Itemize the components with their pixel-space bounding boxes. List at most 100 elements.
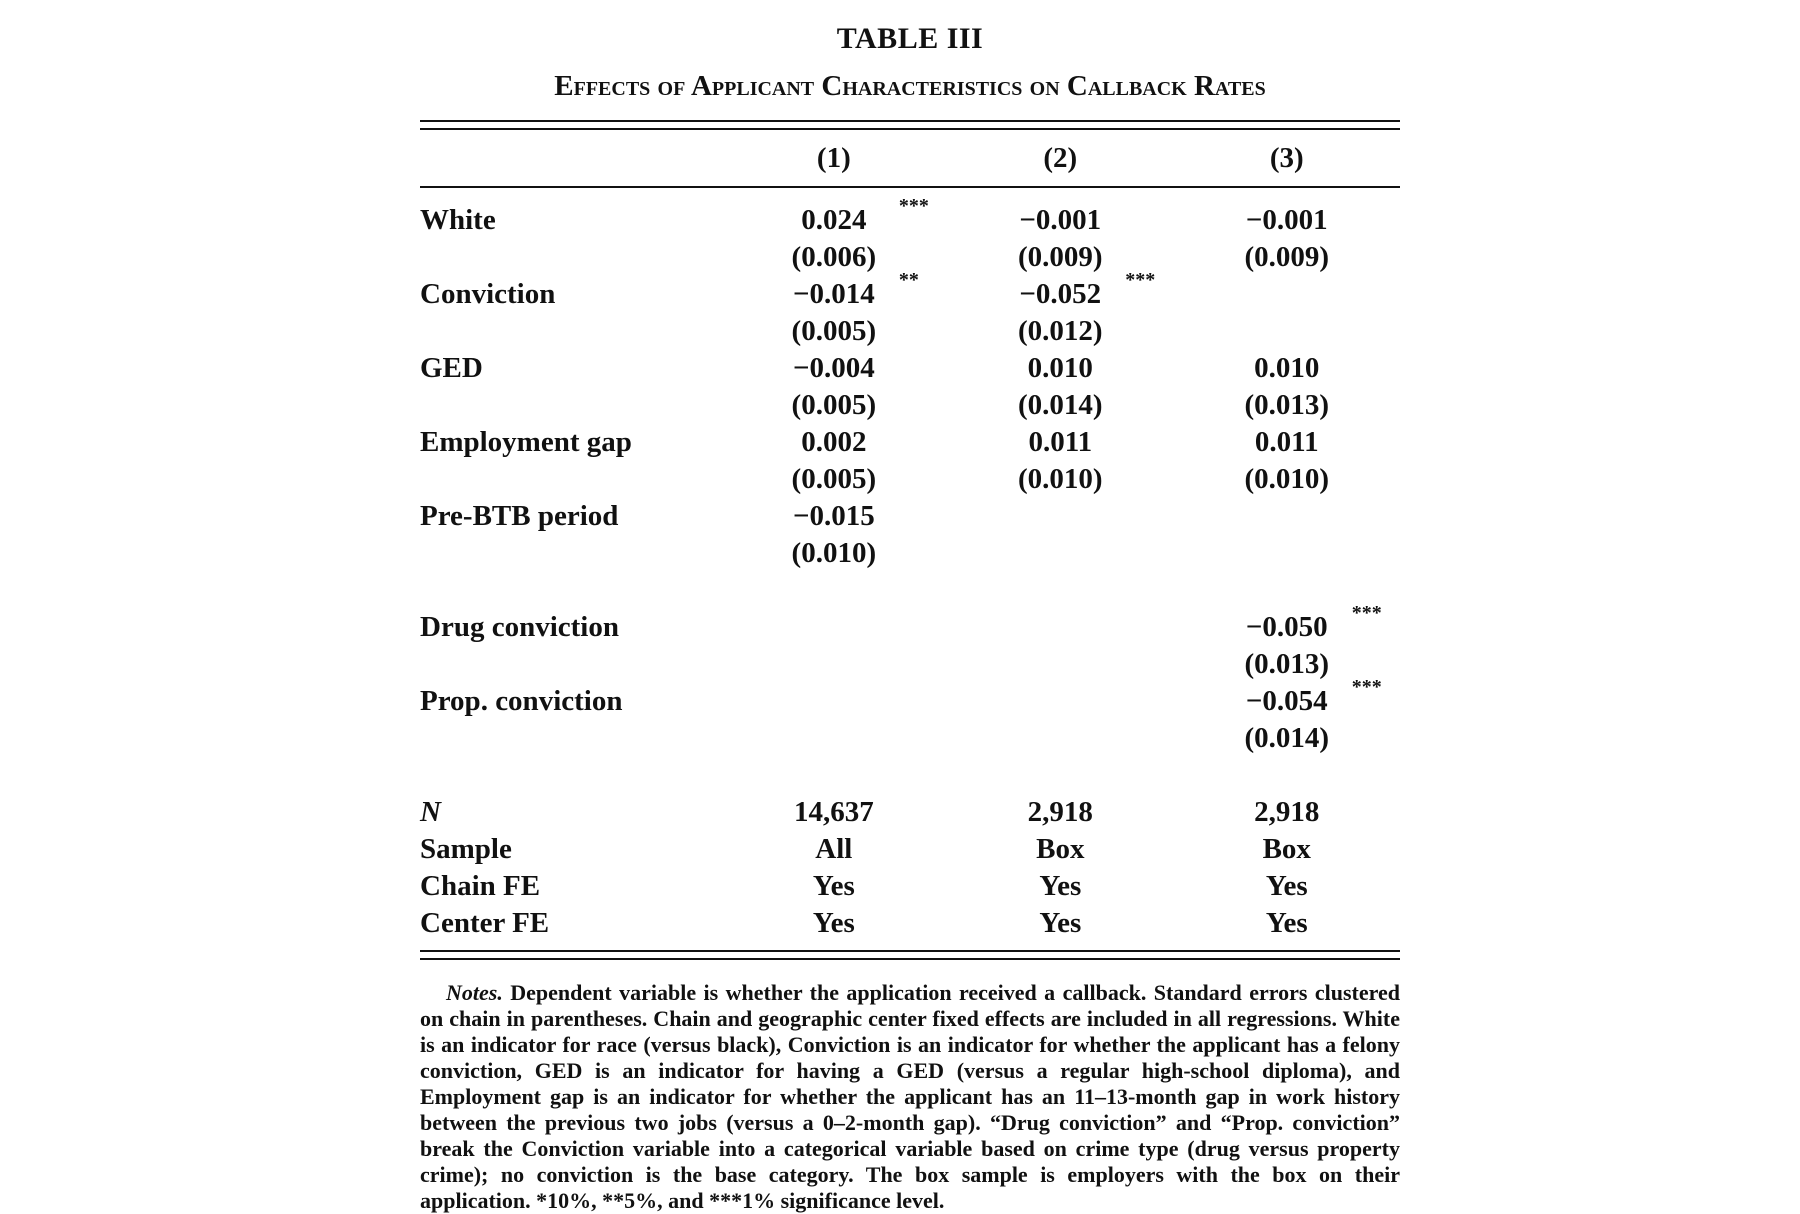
- row-label-blank: [420, 461, 721, 498]
- column-header-3: (3): [1269, 142, 1304, 174]
- standard-error-value: (0.009): [1244, 241, 1330, 273]
- row-label: Drug conviction: [420, 611, 619, 643]
- coefficient-row: Employment gap 0.002 0.011 0.011: [420, 424, 1400, 461]
- standard-error-cell: (0.014): [947, 387, 1173, 424]
- header-blank: [420, 130, 721, 187]
- footer-value: Yes: [1265, 907, 1308, 939]
- coefficient-number: 0.024: [801, 204, 867, 236]
- results-table: (1) (2) (3) White 0.024 *** −0.001 −0.001 (0.…: [420, 130, 1400, 942]
- footer-value: Yes: [812, 907, 855, 939]
- standard-error-cell: [947, 720, 1173, 757]
- row-label: White: [420, 204, 496, 236]
- standard-error-value: (0.005): [791, 315, 877, 347]
- coefficient-value: −0.004: [769, 350, 899, 387]
- coefficient-number: −0.054: [1245, 685, 1328, 717]
- footer-label: N: [420, 796, 441, 828]
- coefficient-cell: −0.001: [1174, 202, 1400, 239]
- table-notes: Notes. Dependent variable is whether the…: [420, 980, 1400, 1214]
- coefficient-cell: −0.004: [721, 350, 947, 387]
- standard-error-value: (0.012): [1017, 315, 1103, 347]
- row-label: Prop. conviction: [420, 685, 623, 717]
- standard-error-row: (0.005) (0.012): [420, 313, 1400, 350]
- coefficient-cell: [947, 498, 1173, 535]
- footer-value: Box: [1262, 833, 1311, 865]
- coefficient-value: −0.001: [995, 202, 1125, 239]
- coefficient-number: 0.002: [801, 426, 867, 458]
- standard-error-value: (0.006): [791, 241, 877, 273]
- standard-error-cell: (0.014): [1174, 720, 1400, 757]
- footer-row: Center FE Yes Yes Yes: [420, 905, 1400, 942]
- standard-error-cell: [947, 535, 1173, 572]
- coefficient-cell: 0.011: [1174, 424, 1400, 461]
- standard-error-row: (0.014): [420, 720, 1400, 757]
- standard-error-cell: (0.005): [721, 461, 947, 498]
- standard-error-value: (0.013): [1244, 648, 1330, 680]
- coefficient-value: −0.015: [769, 498, 899, 535]
- standard-error-cell: [1174, 535, 1400, 572]
- standard-error-cell: [721, 720, 947, 757]
- table-page: TABLE III Effects of Applicant Character…: [420, 20, 1400, 1214]
- significance-stars: ***: [898, 195, 929, 217]
- footer-value: All: [815, 833, 853, 865]
- coefficient-cell: 0.010: [1174, 350, 1400, 387]
- coefficient-cell: −0.015: [721, 498, 947, 535]
- coefficient-value: −0.014 **: [769, 270, 919, 313]
- standard-error-cell: (0.005): [721, 387, 947, 424]
- coefficient-number: −0.015: [792, 500, 875, 532]
- coefficient-cell: −0.054 ***: [1174, 677, 1400, 720]
- footer-value: Yes: [1039, 907, 1082, 939]
- coefficient-row: White 0.024 *** −0.001 −0.001: [420, 196, 1400, 239]
- standard-error-value: (0.010): [791, 537, 877, 569]
- row-label-blank: [420, 646, 721, 683]
- standard-error-value: (0.010): [1017, 463, 1103, 495]
- table-title: Effects of Applicant Characteristics on …: [554, 70, 1266, 102]
- coefficient-value: −0.052 ***: [995, 270, 1155, 313]
- coefficient-cell: −0.050 ***: [1174, 603, 1400, 646]
- coefficient-cell: [947, 609, 1173, 646]
- coefficient-cell: [1174, 498, 1400, 535]
- standard-error-value: (0.014): [1244, 722, 1330, 754]
- significance-stars: ***: [1351, 676, 1382, 698]
- footer-row: Chain FE Yes Yes Yes: [420, 868, 1400, 905]
- standard-error-value: (0.013): [1244, 389, 1330, 421]
- coefficient-cell: 0.002: [721, 424, 947, 461]
- column-header-row: (1) (2) (3): [420, 130, 1400, 187]
- standard-error-value: (0.009): [1017, 241, 1103, 273]
- coefficient-cell: [947, 683, 1173, 720]
- standard-error-cell: (0.009): [1174, 239, 1400, 276]
- significance-stars: **: [898, 269, 919, 291]
- row-label: Pre-BTB period: [420, 500, 619, 532]
- coefficient-cell: −0.052 ***: [947, 270, 1173, 313]
- footer-value: 2,918: [1254, 796, 1320, 828]
- coefficient-row: Pre-BTB period −0.015: [420, 498, 1400, 535]
- coefficient-number: 0.011: [1028, 426, 1093, 458]
- header-rule-row: [420, 186, 1400, 202]
- coefficient-cell: 0.024 ***: [721, 196, 947, 239]
- standard-error-value: (0.005): [791, 389, 877, 421]
- standard-error-cell: [947, 646, 1173, 683]
- coefficient-number: −0.014: [792, 278, 875, 310]
- coefficient-value: 0.011: [995, 424, 1125, 461]
- standard-error-row: (0.010): [420, 535, 1400, 572]
- coefficient-value: −0.001: [1222, 202, 1352, 239]
- coefficient-value: 0.010: [995, 350, 1125, 387]
- coefficient-rows: White 0.024 *** −0.001 −0.001 (0.006) (0.009)(…: [420, 186, 1400, 757]
- coefficient-cell: −0.001: [947, 202, 1173, 239]
- coefficient-cell: [1174, 276, 1400, 313]
- footer-value: 14,637: [793, 796, 874, 828]
- standard-error-cell: (0.010): [1174, 461, 1400, 498]
- header-rule: [420, 186, 1400, 202]
- significance-stars: ***: [1125, 269, 1156, 291]
- row-label-blank: [420, 535, 721, 572]
- footer-value: Yes: [812, 870, 855, 902]
- notes-text: Dependent variable is whether the applic…: [420, 980, 1401, 1213]
- standard-error-row: (0.013): [420, 646, 1400, 683]
- footer-rows: N 14,637 2,918 2,918 Sample All Box Box Chain FE…: [420, 757, 1400, 942]
- row-label: GED: [420, 352, 483, 384]
- coefficient-number: −0.004: [792, 352, 875, 384]
- standard-error-cell: (0.012): [947, 313, 1173, 350]
- bottom-double-rule: [420, 950, 1400, 960]
- standard-error-row: (0.006) (0.009) (0.009): [420, 239, 1400, 276]
- coefficient-number: −0.001: [1019, 204, 1102, 236]
- row-label-blank: [420, 387, 721, 424]
